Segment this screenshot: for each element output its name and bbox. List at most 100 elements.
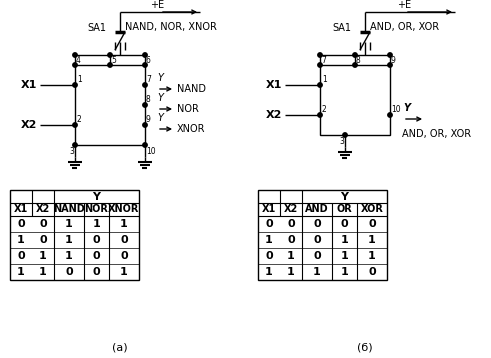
Text: OR: OR [337,204,353,214]
Text: 1: 1 [93,219,100,229]
Circle shape [143,123,147,127]
Text: 9: 9 [391,56,396,65]
Circle shape [388,53,392,57]
Text: X1: X1 [262,204,276,214]
Circle shape [318,83,322,87]
Circle shape [73,143,77,147]
Text: 0: 0 [120,251,128,261]
Circle shape [343,133,347,137]
Text: NAND: NAND [53,204,85,214]
Bar [320,65,390,135]
Text: 1: 1 [65,219,73,229]
Text: NOR: NOR [84,204,109,214]
Text: X1: X1 [266,80,282,90]
Bar [10,190,139,280]
Text: 0: 0 [265,251,273,261]
Text: 0: 0 [313,251,321,261]
Text: 1: 1 [287,251,295,261]
Circle shape [143,53,147,57]
Text: AND: AND [305,204,329,214]
Text: 1: 1 [17,267,25,277]
Text: 1: 1 [341,267,349,277]
Circle shape [73,123,77,127]
Text: AND, OR, XOR: AND, OR, XOR [402,129,471,139]
Text: 3: 3 [339,137,344,146]
Circle shape [143,83,147,87]
Text: XNOR: XNOR [177,124,206,134]
Text: X2: X2 [266,110,282,120]
Text: 8: 8 [356,56,361,65]
Text: 0: 0 [287,219,295,229]
Text: NAND: NAND [177,84,206,94]
Text: AND, OR, XOR: AND, OR, XOR [370,22,439,32]
Text: 0: 0 [65,267,73,277]
Text: 9: 9 [146,115,151,124]
Bar [258,190,387,280]
Text: 0: 0 [368,219,376,229]
Text: 7: 7 [146,75,151,84]
Circle shape [143,63,147,67]
Text: 1: 1 [120,267,128,277]
Text: Y: Y [157,113,163,123]
Text: Y: Y [340,192,349,202]
Text: 10: 10 [391,105,401,114]
Text: 1: 1 [39,267,47,277]
Circle shape [388,113,392,117]
Text: 1: 1 [17,235,25,245]
Text: X2: X2 [36,204,50,214]
Text: Y: Y [403,103,410,113]
Text: XOR: XOR [360,204,383,214]
Text: (б): (б) [357,342,373,352]
Text: 0: 0 [287,235,295,245]
Text: (а): (а) [112,342,128,352]
Text: 10: 10 [146,147,156,156]
Text: X1: X1 [14,204,28,214]
Text: Y: Y [157,73,163,83]
Text: 2: 2 [77,115,82,124]
Text: XNOR: XNOR [109,204,139,214]
Circle shape [353,53,357,57]
Circle shape [73,53,77,57]
Text: 1: 1 [287,267,295,277]
Circle shape [318,63,322,67]
Text: 0: 0 [93,235,100,245]
Circle shape [143,103,147,107]
Text: 0: 0 [341,219,348,229]
Text: 1: 1 [77,75,82,84]
Circle shape [318,53,322,57]
Circle shape [318,113,322,117]
Text: 1: 1 [341,251,349,261]
Text: Y: Y [92,192,101,202]
Text: 1: 1 [120,219,128,229]
Text: 0: 0 [313,219,321,229]
Circle shape [73,63,77,67]
Circle shape [143,143,147,147]
Circle shape [353,63,357,67]
Text: 1: 1 [65,251,73,261]
Text: 0: 0 [39,235,47,245]
Text: NOR: NOR [177,104,199,114]
Text: 0: 0 [93,267,100,277]
Text: X2: X2 [21,120,37,130]
Text: 0: 0 [265,219,273,229]
Text: SA1: SA1 [332,23,351,33]
Bar [75,65,145,145]
Text: 4: 4 [76,56,81,65]
Text: 8: 8 [146,95,151,104]
Text: 0: 0 [368,267,376,277]
Text: 1: 1 [39,251,47,261]
Text: 0: 0 [17,251,25,261]
Circle shape [108,53,112,57]
Text: +E: +E [397,0,411,10]
Text: 2: 2 [322,105,327,114]
Text: 0: 0 [120,235,128,245]
Text: 1: 1 [313,267,321,277]
Text: 6: 6 [146,56,151,65]
Text: 5: 5 [111,56,116,65]
Text: 3: 3 [69,147,74,156]
Text: 7: 7 [321,56,326,65]
Text: 0: 0 [313,235,321,245]
Circle shape [73,83,77,87]
Text: 0: 0 [39,219,47,229]
Text: +E: +E [150,0,164,10]
